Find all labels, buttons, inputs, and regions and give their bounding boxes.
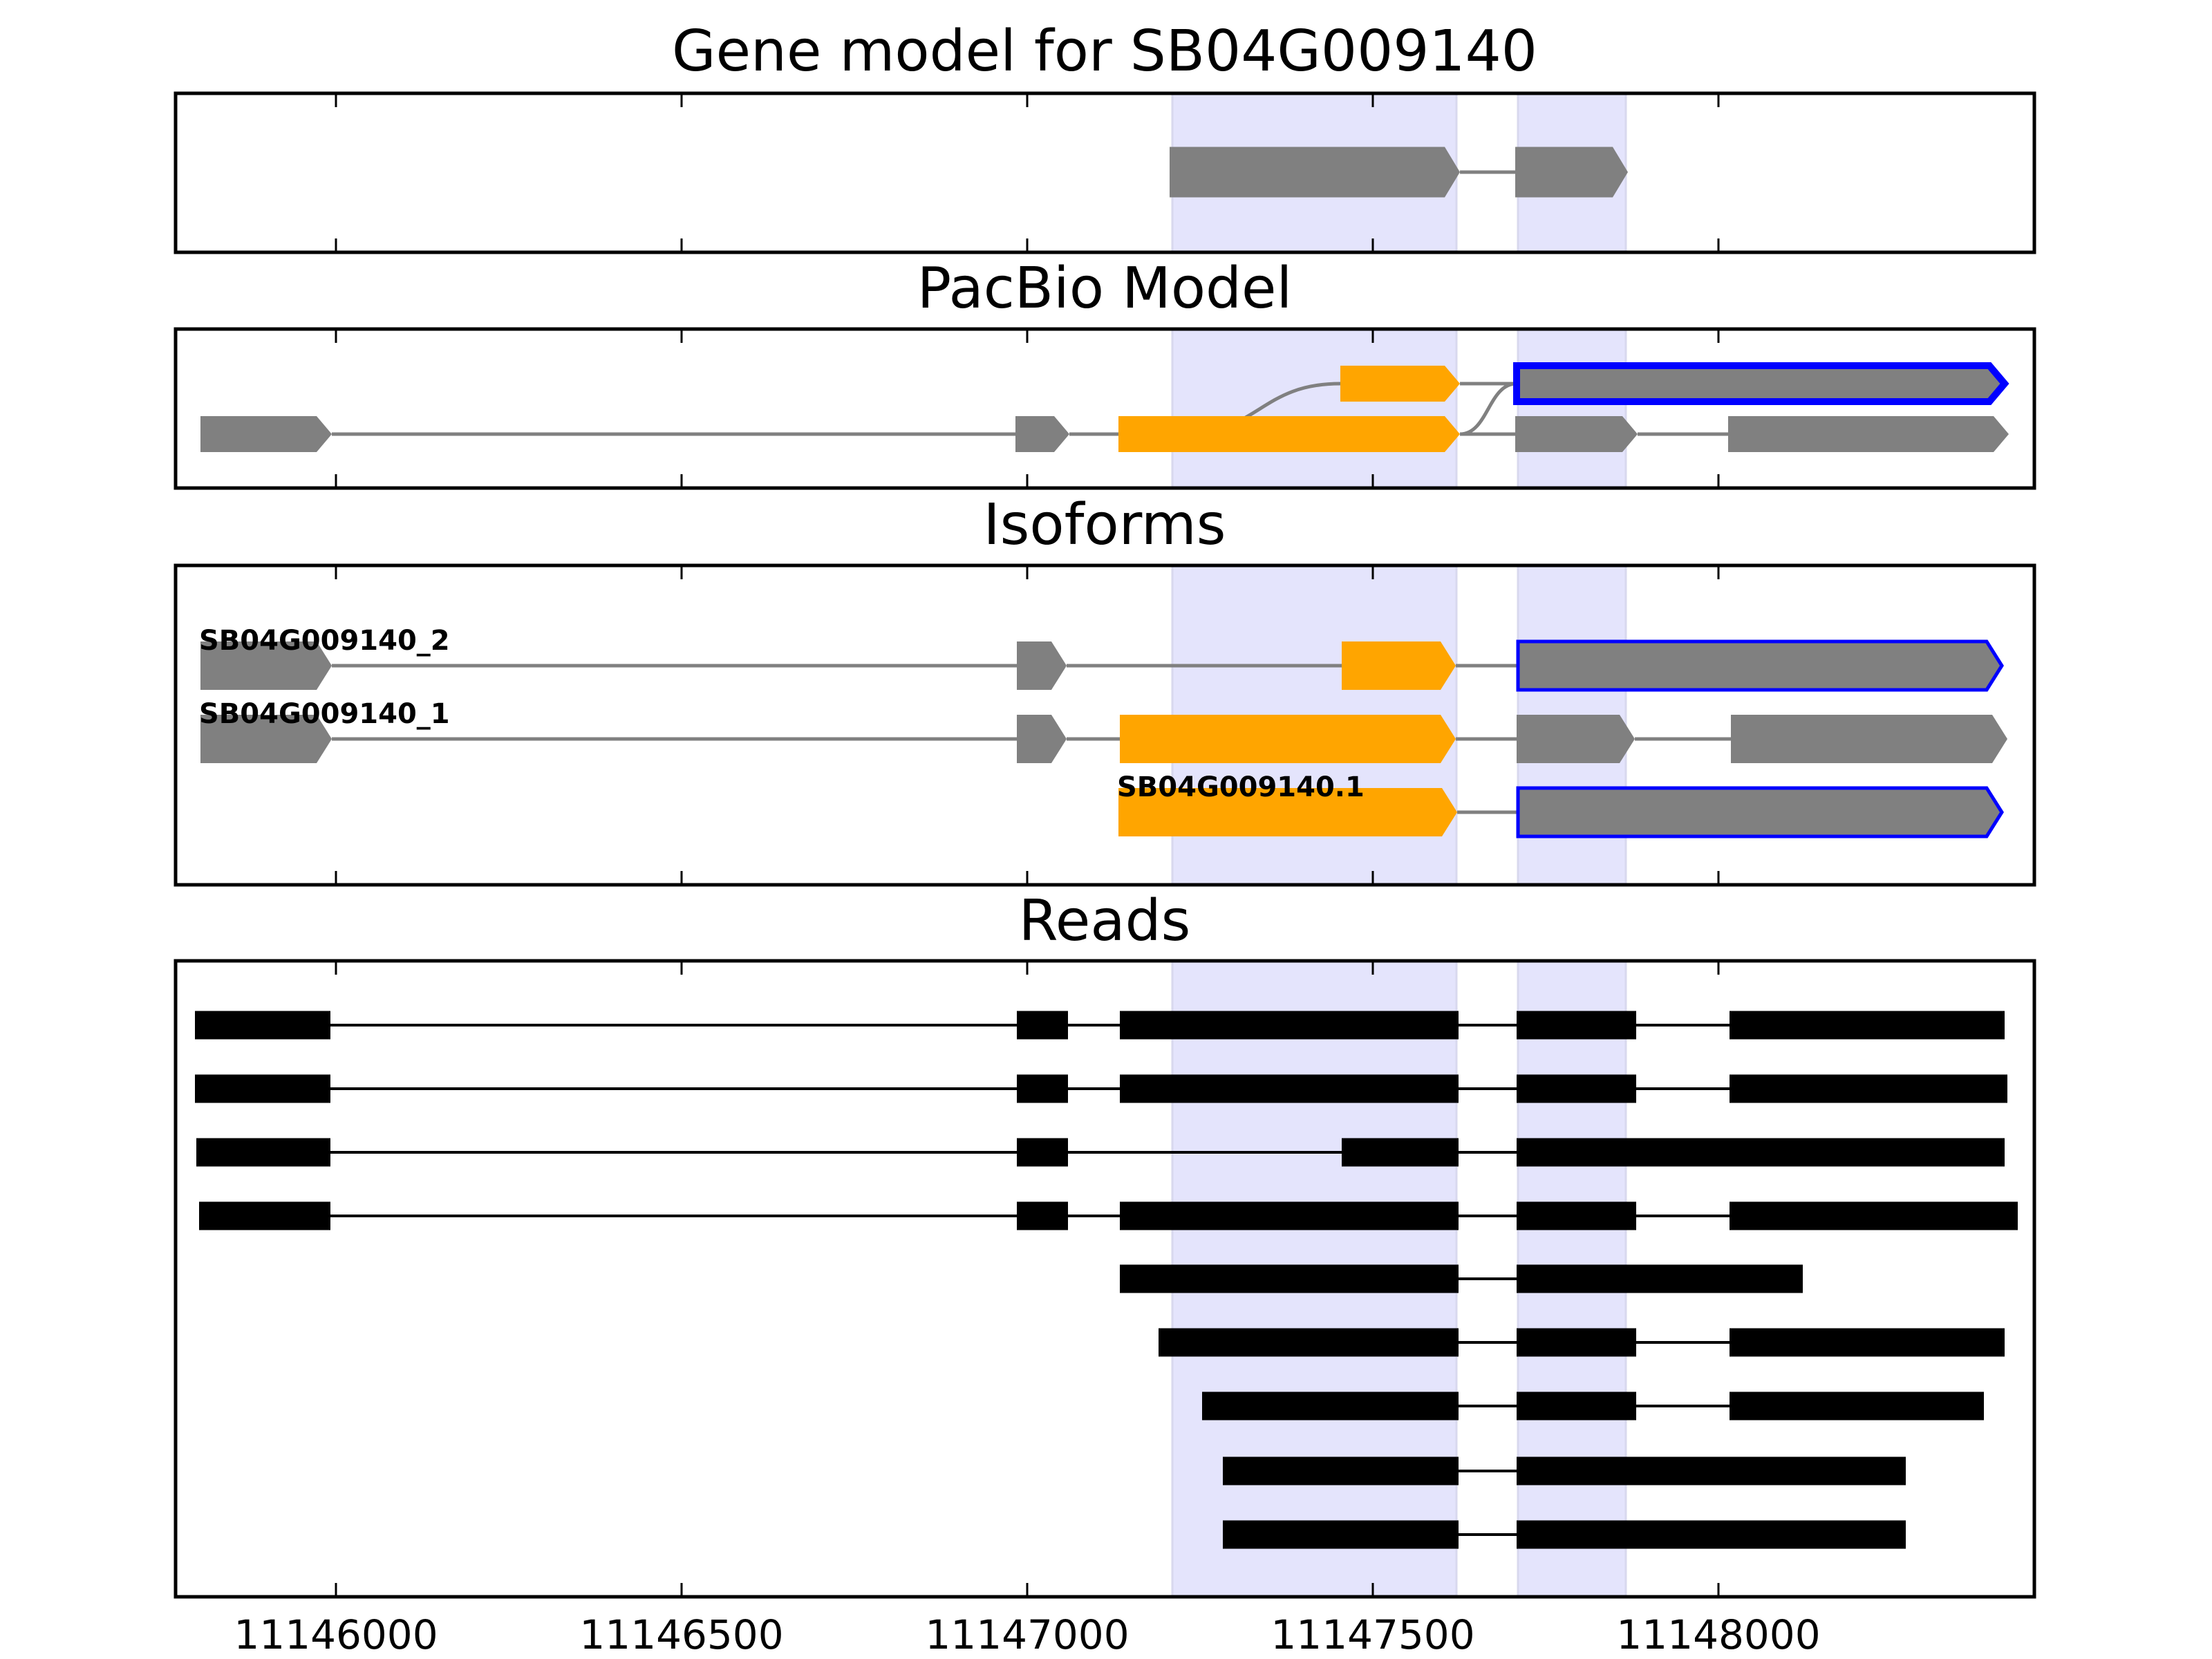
exon-outlined: [1516, 786, 2004, 838]
read-block: [1342, 1138, 1459, 1167]
read-block: [1730, 1328, 2005, 1357]
read-block: [1730, 1201, 2018, 1230]
panel-title-gene-model: Gene model for SB04G009140: [672, 19, 1537, 84]
exon-orange: [1118, 416, 1460, 452]
read-block: [1017, 1011, 1068, 1040]
panel-title-reads: Reads: [1019, 888, 1191, 954]
read-block: [1017, 1138, 1068, 1167]
exon-gray: [200, 715, 332, 763]
splice-link: [1459, 382, 1517, 436]
exon-gray: [1731, 715, 2007, 763]
highlight-region: [1171, 328, 1458, 489]
exon-gray: [1728, 416, 2009, 452]
exon-gray: [1170, 147, 1460, 198]
exon-orange: [1342, 641, 1456, 690]
exon-gray: [200, 416, 332, 452]
read-block: [1120, 1011, 1459, 1040]
read-block: [1517, 1201, 1636, 1230]
read-block: [1017, 1074, 1068, 1103]
exon-gray: [1017, 715, 1067, 763]
exon-orange: [1120, 715, 1456, 763]
exon-orange: [1340, 366, 1460, 402]
panel-title-pacbio: PacBio Model: [917, 256, 1293, 321]
read-block: [1017, 1201, 1068, 1230]
read-block: [1517, 1456, 1906, 1485]
read-block: [1730, 1011, 2005, 1040]
exon-gray: [1517, 715, 1635, 763]
panel-title-isoforms: Isoforms: [984, 492, 1226, 558]
read-block: [1517, 1074, 1636, 1103]
exon-gray: [1515, 416, 1638, 452]
read-block: [1223, 1520, 1459, 1549]
x-tick-label: 11147000: [925, 1611, 1129, 1658]
read-block: [1517, 1011, 1636, 1040]
read-block: [199, 1201, 330, 1230]
exon-outlined: [1516, 639, 2004, 692]
isoform-label: SB04G009140.1: [1117, 771, 1365, 803]
read-block: [1159, 1328, 1459, 1357]
x-tick-label: 11147500: [1271, 1611, 1474, 1658]
exon-gray: [200, 641, 332, 690]
read-block: [1517, 1138, 2005, 1167]
highlight-region: [1517, 328, 1627, 489]
isoform-label: SB04G009140_1: [199, 698, 450, 730]
x-tick-label: 11146500: [579, 1611, 783, 1658]
read-block: [1730, 1074, 2007, 1103]
read-block: [1517, 1391, 1636, 1421]
read-block: [1730, 1391, 1984, 1421]
read-block: [1517, 1264, 1803, 1293]
exon-gray: [1015, 416, 1069, 452]
panel-frame: [174, 327, 2036, 490]
panel-frame: [174, 959, 2036, 1599]
read-block: [1202, 1391, 1459, 1421]
panel-frame: [174, 91, 2036, 254]
isoform-label: SB04G009140_2: [199, 625, 450, 657]
panel-frame: [174, 563, 2036, 887]
read-block: [196, 1138, 330, 1167]
exon-outlined: [1513, 362, 2009, 405]
read-block: [1120, 1074, 1459, 1103]
x-tick-label: 11148000: [1616, 1611, 1820, 1658]
read-block: [1517, 1328, 1636, 1357]
read-block: [195, 1074, 330, 1103]
read-block: [1120, 1264, 1459, 1293]
exon-gray: [1017, 641, 1067, 690]
read-block: [1517, 1520, 1906, 1549]
read-block: [1120, 1201, 1459, 1230]
exon-gray: [1515, 147, 1628, 198]
x-tick-label: 11146000: [234, 1611, 438, 1658]
read-block: [195, 1011, 330, 1040]
exon-orange: [1118, 788, 1457, 836]
read-block: [1223, 1456, 1459, 1485]
